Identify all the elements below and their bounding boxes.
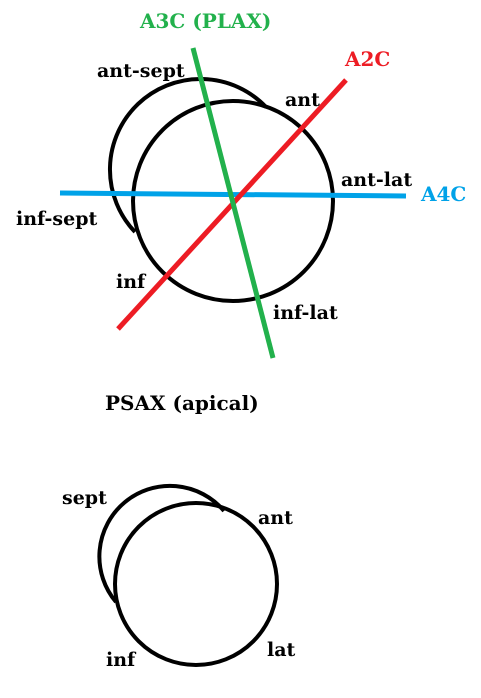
top-lv-circle xyxy=(131,99,335,303)
bottom-lv-circle xyxy=(113,501,279,667)
segment-lat: lat xyxy=(267,639,296,661)
top-segment-labels: ant-sept ant ant-lat inf-sept inf inf-la… xyxy=(16,60,412,324)
segment-inf-lat: inf-lat xyxy=(273,302,338,324)
a4c-label: A4C xyxy=(420,182,466,206)
segment-inf: inf xyxy=(116,271,147,293)
a3c-line xyxy=(190,47,276,359)
bottom-septal-arc xyxy=(97,483,226,604)
a3c-label: A3C (PLAX) xyxy=(139,9,271,33)
a2c-label: A2C xyxy=(344,47,390,71)
segment-bottom-ant: ant xyxy=(258,507,293,529)
segment-bottom-inf: inf xyxy=(106,649,137,671)
diagram-title: PSAX (apical) xyxy=(105,391,259,415)
segment-sept: sept xyxy=(62,487,107,509)
segment-inf-sept: inf-sept xyxy=(16,208,97,230)
bottom-heart-section xyxy=(97,483,279,667)
view-labels: A3C (PLAX) A2C A4C xyxy=(139,9,466,206)
segment-ant-lat: ant-lat xyxy=(341,169,412,191)
view-lines xyxy=(59,47,407,359)
segment-ant-sept: ant-sept xyxy=(97,60,185,82)
top-heart-section xyxy=(107,76,335,303)
bottom-segment-labels: sept ant inf lat xyxy=(62,487,296,671)
segment-ant: ant xyxy=(285,89,320,111)
